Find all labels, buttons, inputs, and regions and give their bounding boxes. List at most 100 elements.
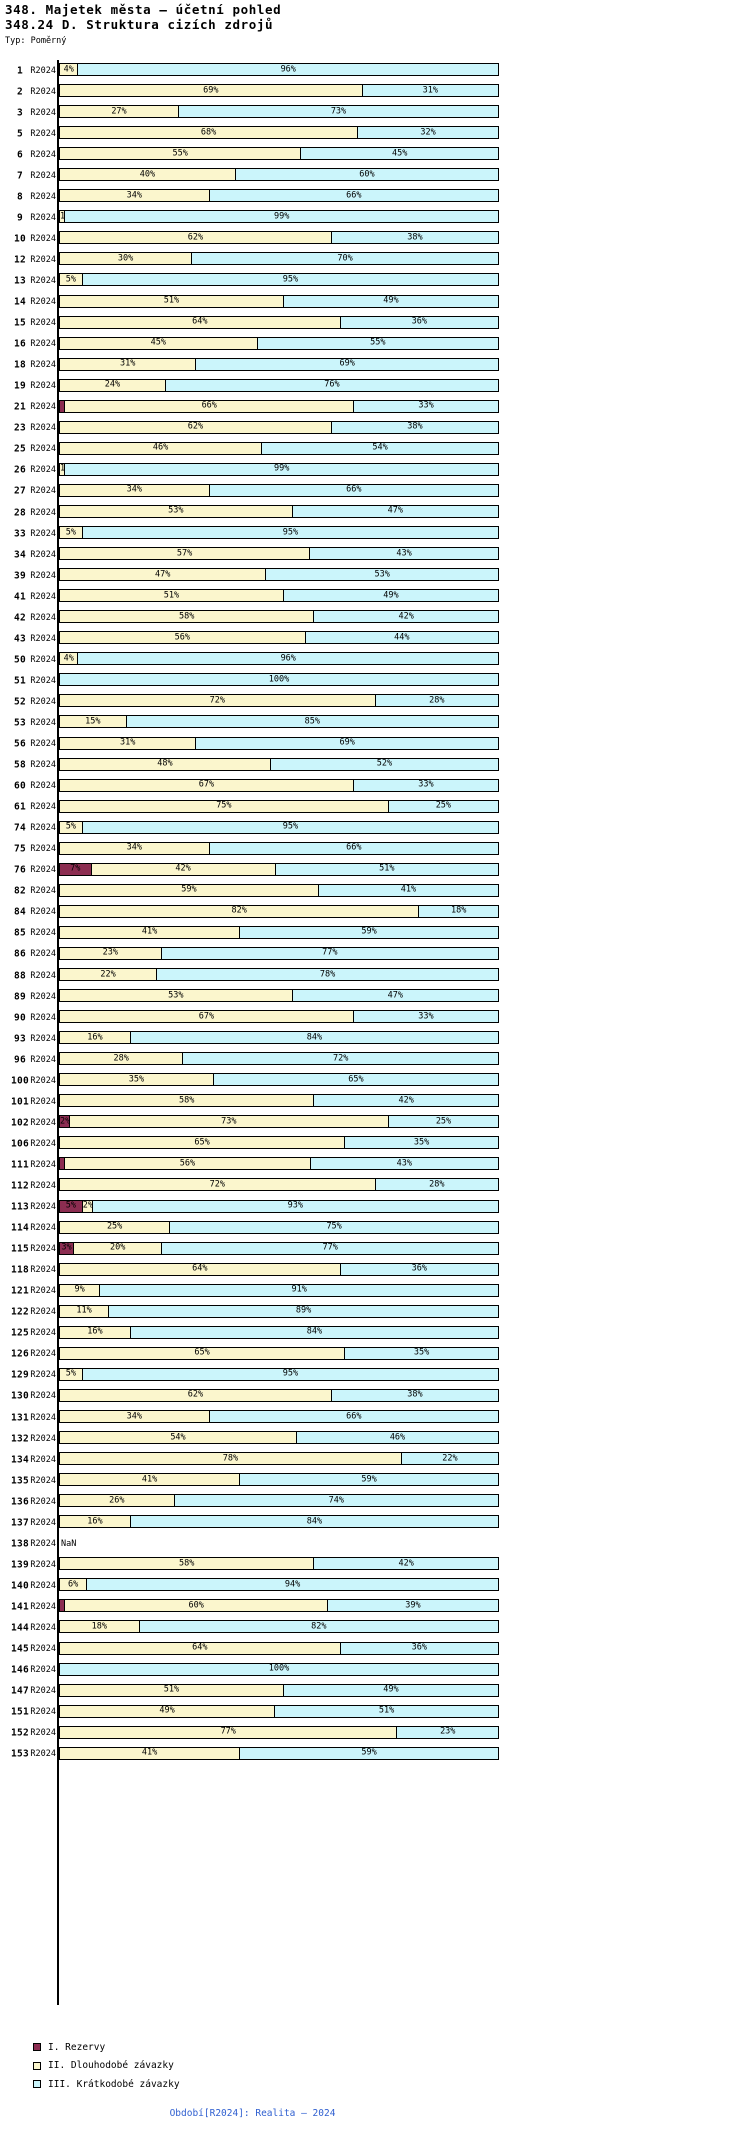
bar-segment[interactable]: 59% [239, 1473, 499, 1487]
bar-segment[interactable]: 28% [59, 1052, 184, 1066]
bar-segment[interactable]: 66% [208, 189, 499, 203]
bar-segment[interactable]: 65% [212, 1073, 499, 1087]
bar-segment[interactable]: 53% [265, 568, 499, 582]
bar-segment[interactable]: 84% [129, 1515, 499, 1529]
stacked-bar[interactable]: 41% 59% [59, 1746, 499, 1760]
bar-segment[interactable]: 35% [344, 1346, 499, 1360]
bar-segment[interactable]: 25% [387, 799, 499, 813]
bar-segment[interactable]: 43% [309, 547, 499, 561]
bar-segment[interactable]: 16% [59, 1325, 131, 1339]
legend-item[interactable]: II. Dlouhodobé závazky [33, 2059, 180, 2073]
bar-segment[interactable]: 18% [418, 904, 499, 918]
bar-segment[interactable]: 31% [361, 84, 499, 98]
bar-segment[interactable]: 69% [195, 736, 499, 750]
stacked-bar[interactable]: 2% 73% 25% [59, 1115, 499, 1129]
bar-segment[interactable]: 91% [99, 1283, 499, 1297]
bar-segment[interactable]: 84% [129, 1031, 499, 1045]
bar-segment[interactable]: 38% [330, 231, 499, 245]
stacked-bar[interactable]: 5% 95% [59, 273, 499, 287]
stacked-bar[interactable]: 41% 59% [59, 1473, 499, 1487]
bar-segment[interactable]: 15% [59, 715, 127, 729]
stacked-bar[interactable]: 7% 42% 51% [59, 862, 499, 876]
stacked-bar[interactable]: 24% 76% [59, 378, 499, 392]
stacked-bar[interactable]: 40% 60% [59, 168, 499, 182]
bar-segment[interactable]: 70% [191, 252, 499, 266]
stacked-bar[interactable]: 56% 43% [59, 1157, 499, 1171]
bar-segment[interactable]: 4% [59, 652, 79, 666]
bar-segment[interactable]: 60% [234, 168, 499, 182]
legend-item[interactable]: I. Rezervy [33, 2040, 180, 2054]
bar-segment[interactable]: 18% [59, 1620, 140, 1634]
bar-segment[interactable]: 55% [256, 336, 499, 350]
bar-segment[interactable]: 75% [59, 799, 389, 813]
bar-segment[interactable]: 76% [164, 378, 499, 392]
bar-segment[interactable]: 96% [77, 63, 499, 76]
stacked-bar[interactable]: 5% 95% [59, 526, 499, 540]
bar-segment[interactable]: 77% [160, 946, 499, 960]
stacked-bar[interactable]: 26% 74% [59, 1494, 499, 1508]
bar-segment[interactable]: 22% [59, 968, 158, 982]
stacked-bar[interactable]: 72% 28% [59, 694, 499, 708]
bar-segment[interactable]: 66% [208, 841, 499, 855]
bar-segment[interactable]: 48% [59, 757, 271, 771]
bar-segment[interactable]: 47% [59, 568, 267, 582]
bar-segment[interactable]: 23% [396, 1725, 499, 1739]
bar-segment[interactable]: 33% [353, 399, 499, 413]
stacked-bar[interactable]: 5% 95% [59, 1367, 499, 1381]
stacked-bar[interactable]: 51% 49% [59, 294, 499, 308]
bar-segment[interactable]: 67% [59, 1010, 354, 1024]
stacked-bar[interactable]: 67% 33% [59, 1010, 499, 1024]
stacked-bar[interactable]: 34% 66% [59, 841, 499, 855]
bar-segment[interactable]: 49% [282, 589, 499, 603]
bar-segment[interactable]: 67% [59, 778, 354, 792]
bar-segment[interactable]: 65% [59, 1346, 346, 1360]
bar-segment[interactable]: 23% [59, 946, 162, 960]
bar-segment[interactable]: 64% [59, 315, 341, 329]
stacked-bar[interactable]: 64% 36% [59, 1262, 499, 1276]
bar-segment[interactable]: 52% [269, 757, 499, 771]
bar-segment[interactable]: 36% [339, 315, 499, 329]
stacked-bar[interactable]: 47% 53% [59, 568, 499, 582]
bar-segment[interactable]: 49% [282, 294, 499, 308]
bar-segment[interactable]: 24% [59, 378, 166, 392]
bar-segment[interactable]: 41% [59, 925, 241, 939]
stacked-bar[interactable]: 65% 35% [59, 1346, 499, 1360]
stacked-bar[interactable]: 100% [59, 1662, 499, 1676]
stacked-bar[interactable]: 5% 95% [59, 820, 499, 834]
bar-segment[interactable]: 99% [64, 462, 499, 476]
bar-segment[interactable]: 45% [300, 147, 499, 161]
bar-segment[interactable]: 69% [195, 357, 499, 371]
stacked-bar[interactable]: 49% 51% [59, 1704, 499, 1718]
bar-segment[interactable]: 42% [90, 862, 276, 876]
stacked-bar[interactable]: 34% 66% [59, 483, 499, 497]
bar-segment[interactable]: 55% [59, 147, 302, 161]
bar-segment[interactable]: 72% [59, 694, 376, 708]
bar-segment[interactable]: 56% [59, 631, 306, 645]
bar-segment[interactable]: 16% [59, 1031, 131, 1045]
bar-segment[interactable]: 100% [59, 673, 499, 687]
bar-segment[interactable]: 39% [326, 1599, 499, 1613]
bar-segment[interactable]: 89% [108, 1304, 499, 1318]
stacked-bar[interactable]: 54% 46% [59, 1431, 499, 1445]
bar-segment[interactable]: 93% [91, 1199, 499, 1213]
bar-segment[interactable]: 57% [59, 547, 311, 561]
bar-segment[interactable]: 95% [81, 820, 499, 834]
bar-segment[interactable]: 66% [64, 399, 355, 413]
bar-segment[interactable]: 43% [309, 1157, 499, 1171]
stacked-bar[interactable]: 5% 2% 93% [59, 1199, 499, 1213]
bar-segment[interactable]: 41% [59, 1473, 241, 1487]
bar-segment[interactable]: 64% [59, 1262, 341, 1276]
bar-segment[interactable]: 22% [400, 1452, 499, 1466]
stacked-bar[interactable]: 66% 33% [59, 399, 499, 413]
stacked-bar[interactable]: 3% 20% 77% [59, 1241, 499, 1255]
bar-segment[interactable]: 85% [125, 715, 499, 729]
bar-segment[interactable]: 44% [304, 631, 499, 645]
bar-segment[interactable]: 95% [81, 1367, 499, 1381]
bar-segment[interactable]: 51% [59, 1683, 284, 1697]
stacked-bar[interactable]: 1% 99% [59, 462, 499, 476]
stacked-bar[interactable]: 4% 96% [59, 63, 499, 76]
bar-segment[interactable]: 27% [59, 105, 179, 119]
bar-segment[interactable]: 11% [59, 1304, 110, 1318]
stacked-bar[interactable]: 68% 32% [59, 126, 499, 140]
bar-segment[interactable]: 99% [64, 210, 499, 224]
